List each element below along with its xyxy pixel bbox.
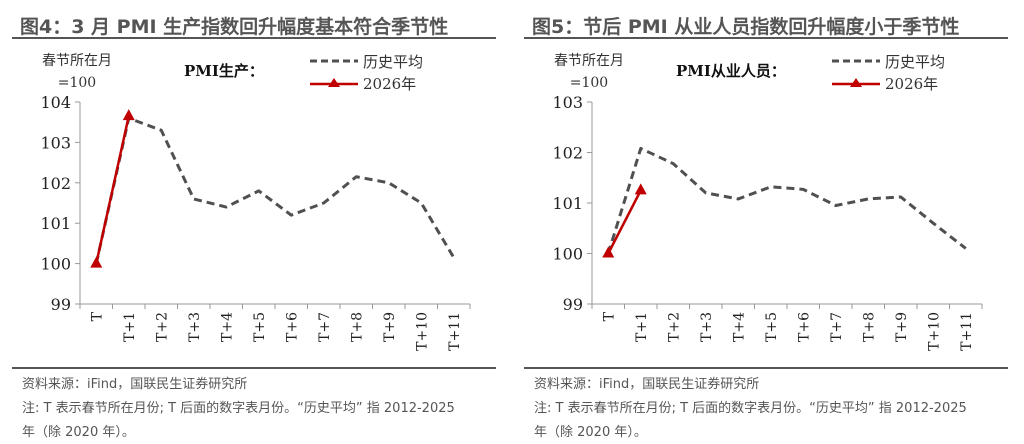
x-tick-label: T+1: [122, 312, 138, 342]
footer-divider: [524, 367, 1008, 369]
dashed-line-icon: [310, 59, 358, 63]
y-tick-label: 99: [51, 295, 71, 314]
legend-label-2026: 2026年: [885, 74, 939, 93]
chart-title: 图5：节后 PMI 从业人员指数回升幅度小于季节性: [532, 16, 960, 38]
x-tick-label: T+4: [731, 312, 747, 342]
line-chart: 99 100 101 102 103 104 T T+1 T+2 T+3 T+4 T+5 T+6 T+7 T…: [40, 93, 471, 351]
title-divider: [524, 37, 1008, 39]
y-unit-line1: 春节所在月: [554, 53, 624, 69]
figure-5-panel: 图5：节后 PMI 从业人员指数回升幅度小于季节性 春节所在月 =100 PMI…: [524, 0, 1024, 444]
y-tick-label: 103: [552, 93, 583, 112]
x-tick-label: T+1: [634, 312, 650, 342]
triangle-line-icon: [310, 78, 358, 87]
y-tick-label: 101: [40, 214, 71, 233]
y-unit-label: 春节所在月 =100: [554, 50, 624, 94]
x-tick-label: T+5: [764, 312, 780, 342]
legend-item-history: 历史平均: [830, 50, 945, 72]
footer-divider: [12, 367, 496, 369]
x-tick-label: T: [601, 311, 617, 321]
footnote-line1: 注: T 表示春节所在月份; T 后面的数字表月份。“历史平均” 指 2012-…: [534, 401, 967, 416]
x-tick-label: T+11: [447, 312, 463, 351]
legend-label-history: 历史平均: [885, 52, 946, 71]
source-note: 资料来源：iFind，国联民生证券研究所: [534, 377, 760, 392]
title-divider: [12, 37, 496, 39]
y-tick-label: 100: [552, 245, 583, 264]
x-tick-label: T+3: [699, 312, 715, 342]
data-point-2026: [122, 109, 135, 121]
legend-label-history: 历史平均: [363, 52, 424, 71]
y-unit-label: 春节所在月 =100: [42, 50, 112, 94]
y-tick-label: 103: [40, 133, 71, 152]
series-label: PMI从业人员：: [676, 62, 786, 80]
figure-4-panel: 图4：3 月 PMI 生产指数回升幅度基本符合季节性 春节所在月 =100 PM…: [12, 0, 512, 444]
x-tick-label: T+11: [959, 312, 975, 351]
dashed-line-icon: [832, 59, 880, 63]
footnote-line2: 年（除 2020 年）。: [22, 425, 135, 440]
legend-item-2026: 2026年: [308, 72, 423, 94]
legend-label-2026: 2026年: [363, 74, 417, 93]
y-tick-label: 101: [552, 194, 583, 213]
y-unit-line1: 春节所在月: [42, 53, 112, 69]
y-unit-line2: =100: [569, 75, 609, 91]
x-tick-label: T+7: [829, 312, 845, 342]
y-unit-line2: =100: [57, 75, 97, 91]
x-tick-label: T+9: [894, 312, 910, 342]
x-tick-label: T+2: [154, 312, 170, 342]
y-tick-label: 100: [40, 255, 71, 274]
x-tick-label: T+7: [317, 312, 333, 342]
x-tick-label: T+6: [284, 312, 300, 342]
x-tick-label: T+9: [382, 312, 398, 342]
series-line-history: [94, 116, 456, 264]
legend-item-2026: 2026年: [830, 72, 945, 94]
y-tick-label: 104: [40, 93, 71, 112]
x-tick-label: T+8: [861, 312, 877, 342]
x-tick-label: T+4: [219, 312, 235, 342]
x-tick-label: T+10: [414, 312, 430, 351]
x-tick-label: T+10: [926, 312, 942, 351]
y-tick-label: 102: [40, 174, 71, 193]
line-chart: 99 100 101 102 103 T T+1 T+2 T+3 T+4 T+5 T+6 T+7 T+8 T…: [552, 93, 983, 351]
x-tick-label: T: [89, 311, 105, 321]
y-tick-label: 99: [563, 295, 583, 314]
series-label: PMI生产：: [184, 62, 264, 80]
y-tick-label: 102: [552, 144, 583, 163]
data-point-2026: [90, 256, 103, 268]
footnote-line2: 年（除 2020 年）。: [534, 425, 647, 440]
x-tick-label: T+6: [796, 312, 812, 342]
x-tick-label: T+3: [187, 312, 203, 342]
series-line-history: [606, 146, 967, 254]
footnote-line1: 注: T 表示春节所在月份; T 后面的数字表月份。“历史平均” 指 2012-…: [22, 401, 455, 416]
legend: 历史平均 2026年: [830, 50, 945, 94]
x-tick-label: T+2: [666, 312, 682, 342]
x-tick-label: T+8: [349, 312, 365, 342]
data-point-2026: [634, 183, 647, 195]
series-line-2026: [607, 189, 642, 255]
legend-item-history: 历史平均: [308, 50, 423, 72]
triangle-line-icon: [832, 78, 880, 87]
source-note: 资料来源：iFind，国联民生证券研究所: [22, 377, 248, 392]
data-point-2026: [602, 246, 615, 258]
series-line-2026: [95, 115, 130, 264]
chart-title: 图4：3 月 PMI 生产指数回升幅度基本符合季节性: [20, 16, 449, 38]
x-tick-label: T+5: [252, 312, 268, 342]
legend: 历史平均 2026年: [308, 50, 423, 94]
